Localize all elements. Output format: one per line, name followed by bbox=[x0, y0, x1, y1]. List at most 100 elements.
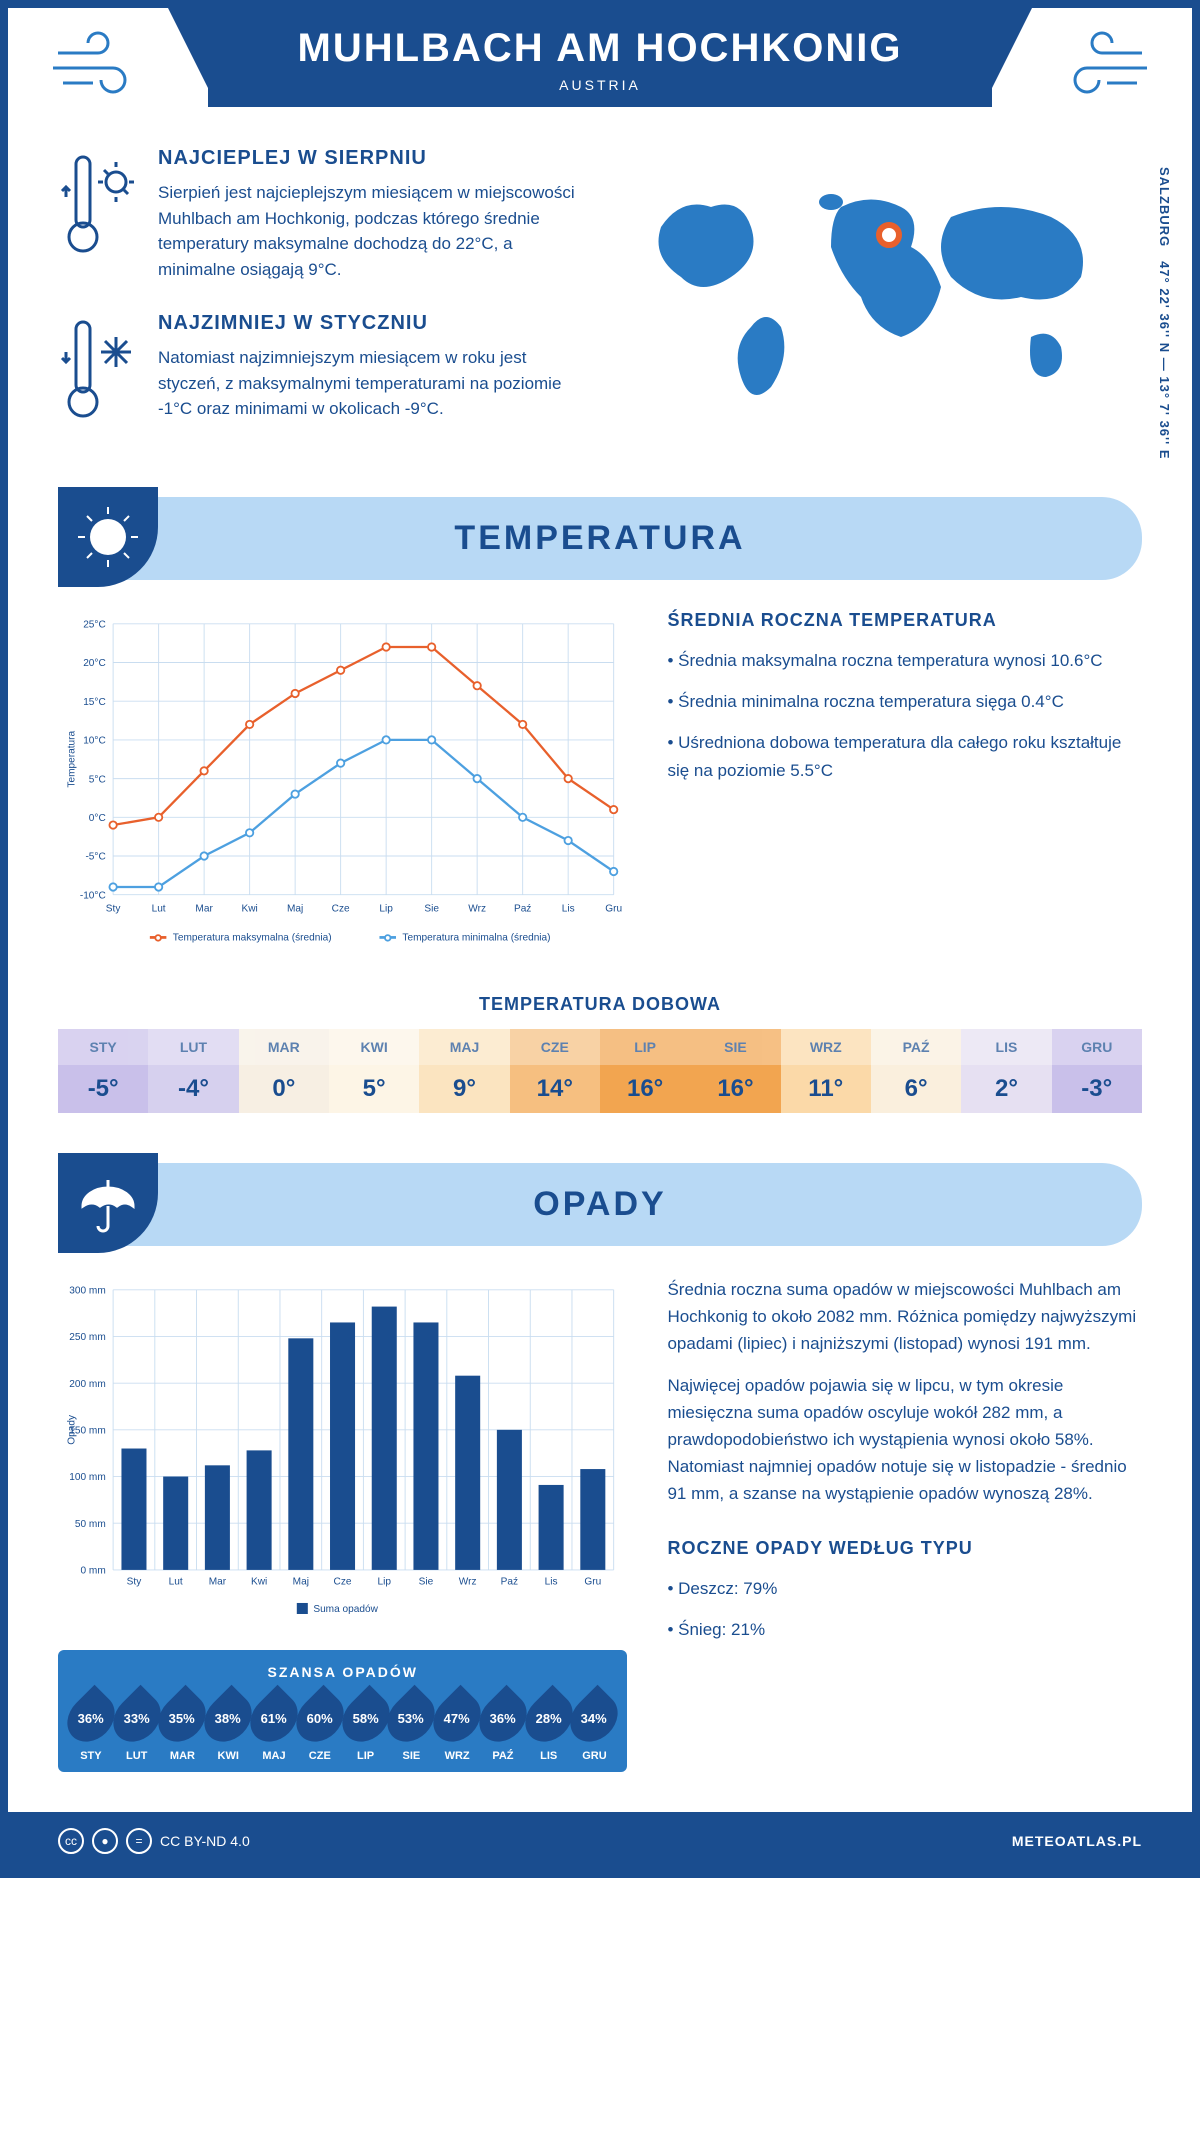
license-label: CC BY-ND 4.0 bbox=[160, 1833, 250, 1849]
month-header: GRU bbox=[1052, 1029, 1142, 1065]
daily-temp-value: 11° bbox=[781, 1065, 871, 1113]
rain-chance-cell: 28%LIS bbox=[526, 1692, 572, 1762]
by-icon: ● bbox=[92, 1828, 118, 1854]
svg-text:Maj: Maj bbox=[287, 903, 303, 914]
svg-text:-10°C: -10°C bbox=[80, 890, 106, 901]
coldest-text: Natomiast najzimniejszym miesiącem w rok… bbox=[158, 345, 580, 422]
coordinates-label: SALZBURG 47° 22' 36'' N — 13° 7' 36'' E bbox=[1157, 167, 1172, 460]
daily-temp-value: 14° bbox=[510, 1065, 600, 1113]
svg-text:Mar: Mar bbox=[195, 903, 213, 914]
daily-temp-title: TEMPERATURA DOBOWA bbox=[58, 994, 1142, 1015]
umbrella-icon bbox=[58, 1153, 158, 1253]
svg-text:Wrz: Wrz bbox=[459, 1577, 477, 1588]
rain-text-1: Średnia roczna suma opadów w miejscowośc… bbox=[667, 1276, 1142, 1358]
wind-icon bbox=[48, 28, 148, 110]
month-header: WRZ bbox=[781, 1029, 871, 1065]
svg-text:5°C: 5°C bbox=[89, 774, 106, 785]
svg-text:20°C: 20°C bbox=[83, 658, 106, 669]
location-title: MUHLBACH AM HOCHKONIG bbox=[208, 26, 992, 71]
coldest-title: NAJZIMNIEJ W STYCZNIU bbox=[158, 312, 580, 335]
month-header: LUT bbox=[148, 1029, 238, 1065]
svg-text:15°C: 15°C bbox=[83, 697, 106, 708]
svg-text:Lip: Lip bbox=[379, 903, 393, 914]
rain-chance-cell: 60%CZE bbox=[297, 1692, 343, 1762]
svg-text:Maj: Maj bbox=[293, 1577, 309, 1588]
svg-text:Lis: Lis bbox=[545, 1577, 558, 1588]
month-header: MAJ bbox=[419, 1029, 509, 1065]
svg-text:Lis: Lis bbox=[562, 903, 575, 914]
svg-text:Temperatura minimalna (średnia: Temperatura minimalna (średnia) bbox=[402, 933, 550, 944]
thermometer-snow-icon bbox=[58, 312, 138, 437]
cc-icon: cc bbox=[58, 1828, 84, 1854]
rain-chance-cell: 47%WRZ bbox=[434, 1692, 480, 1762]
svg-text:Mar: Mar bbox=[209, 1577, 227, 1588]
rain-chance-cell: 61%MAJ bbox=[251, 1692, 297, 1762]
svg-text:100 mm: 100 mm bbox=[69, 1472, 105, 1483]
month-header: CZE bbox=[510, 1029, 600, 1065]
warmest-block: NAJCIEPLEJ W SIERPNIU Sierpień jest najc… bbox=[58, 147, 580, 282]
svg-text:250 mm: 250 mm bbox=[69, 1332, 105, 1343]
svg-text:-5°C: -5°C bbox=[85, 852, 105, 863]
rain-type-item: • Śnieg: 21% bbox=[667, 1616, 1142, 1643]
rain-chance-cell: 36%STY bbox=[68, 1692, 114, 1762]
svg-text:300 mm: 300 mm bbox=[69, 1285, 105, 1296]
country-label: AUSTRIA bbox=[208, 77, 992, 93]
site-label: METEOATLAS.PL bbox=[1012, 1833, 1142, 1849]
svg-text:Sie: Sie bbox=[424, 903, 439, 914]
svg-text:Paź: Paź bbox=[514, 903, 531, 914]
daily-temp-table: STYLUTMARKWIMAJCZELIPSIEWRZPAŹLISGRU-5°-… bbox=[58, 1029, 1142, 1113]
rain-chance-cell: 58%LIP bbox=[343, 1692, 389, 1762]
svg-text:Sty: Sty bbox=[106, 903, 122, 914]
precipitation-section-header: OPADY bbox=[58, 1163, 1142, 1246]
rain-chance-cell: 34%GRU bbox=[572, 1692, 618, 1762]
thermometer-sun-icon bbox=[58, 147, 138, 282]
svg-text:Gru: Gru bbox=[605, 903, 622, 914]
rain-chance-panel: SZANSA OPADÓW 36%STY33%LUT35%MAR38%KWI61… bbox=[58, 1650, 627, 1772]
svg-text:Sty: Sty bbox=[127, 1577, 143, 1588]
svg-text:Sie: Sie bbox=[419, 1577, 434, 1588]
wind-icon bbox=[1052, 28, 1152, 110]
rain-chance-cell: 33%LUT bbox=[114, 1692, 160, 1762]
svg-text:Cze: Cze bbox=[332, 903, 350, 914]
month-header: MAR bbox=[239, 1029, 329, 1065]
svg-text:Temperatura: Temperatura bbox=[67, 731, 78, 788]
month-header: SIE bbox=[690, 1029, 780, 1065]
daily-temp-value: 0° bbox=[239, 1065, 329, 1113]
svg-text:Lip: Lip bbox=[378, 1577, 392, 1588]
daily-temp-value: 6° bbox=[871, 1065, 961, 1113]
world-map bbox=[620, 147, 1142, 427]
daily-temp-value: 5° bbox=[329, 1065, 419, 1113]
warmest-title: NAJCIEPLEJ W SIERPNIU bbox=[158, 147, 580, 170]
temperature-line-chart: -10°C-5°C0°C5°C10°C15°C20°C25°CStyLutMar… bbox=[58, 610, 627, 959]
daily-temp-value: -5° bbox=[58, 1065, 148, 1113]
daily-temp-value: 9° bbox=[419, 1065, 509, 1113]
svg-text:10°C: 10°C bbox=[83, 736, 106, 747]
daily-temp-value: -4° bbox=[148, 1065, 238, 1113]
warmest-text: Sierpień jest najcieplejszym miesiącem w… bbox=[158, 180, 580, 282]
svg-text:Gru: Gru bbox=[584, 1577, 601, 1588]
daily-temp-value: 2° bbox=[961, 1065, 1051, 1113]
svg-text:Opady: Opady bbox=[67, 1414, 78, 1445]
temperature-section-header: TEMPERATURA bbox=[58, 497, 1142, 580]
rain-chance-cell: 38%KWI bbox=[205, 1692, 251, 1762]
svg-text:Paź: Paź bbox=[501, 1577, 518, 1588]
svg-text:0 mm: 0 mm bbox=[81, 1566, 106, 1577]
daily-temp-value: 16° bbox=[690, 1065, 780, 1113]
svg-text:Kwi: Kwi bbox=[251, 1577, 267, 1588]
month-header: STY bbox=[58, 1029, 148, 1065]
svg-text:Lut: Lut bbox=[152, 903, 166, 914]
month-header: LIP bbox=[600, 1029, 690, 1065]
svg-text:Kwi: Kwi bbox=[241, 903, 257, 914]
svg-text:0°C: 0°C bbox=[89, 813, 106, 824]
annual-temp-title: ŚREDNIA ROCZNA TEMPERATURA bbox=[667, 610, 1142, 631]
rain-type-title: ROCZNE OPADY WEDŁUG TYPU bbox=[667, 1538, 1142, 1559]
temp-info-item: • Średnia minimalna roczna temperatura s… bbox=[667, 688, 1142, 715]
daily-temp-value: -3° bbox=[1052, 1065, 1142, 1113]
svg-text:50 mm: 50 mm bbox=[75, 1519, 106, 1530]
temp-info-item: • Średnia maksymalna roczna temperatura … bbox=[667, 647, 1142, 674]
header-banner: MUHLBACH AM HOCHKONIG AUSTRIA bbox=[208, 8, 992, 107]
sun-icon bbox=[58, 487, 158, 587]
nd-icon: = bbox=[126, 1828, 152, 1854]
precipitation-bar-chart: 0 mm50 mm100 mm150 mm200 mm250 mm300 mmS… bbox=[58, 1276, 627, 1625]
daily-temp-value: 16° bbox=[600, 1065, 690, 1113]
